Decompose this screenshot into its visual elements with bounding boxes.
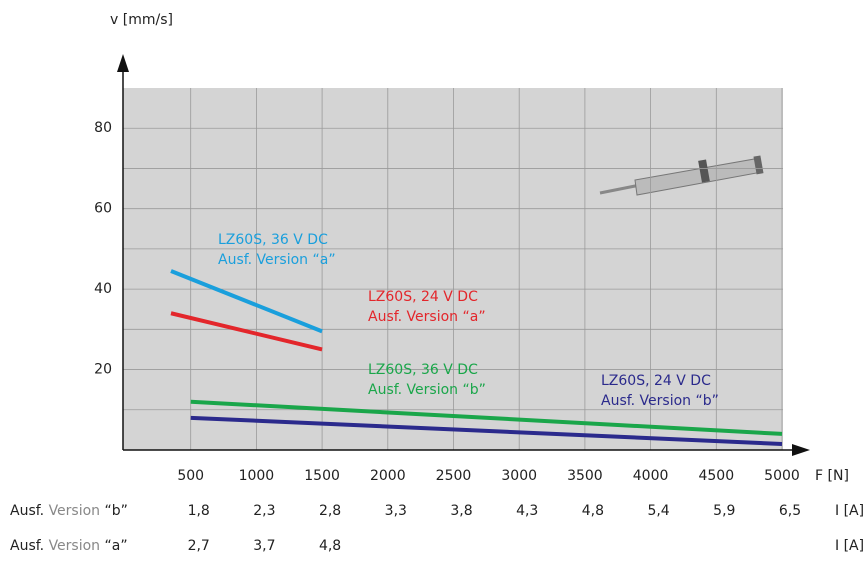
row-label: Ausf. Version “b” bbox=[10, 503, 128, 519]
row-label-part: “a” bbox=[105, 538, 128, 554]
current-unit: I [A] bbox=[835, 538, 864, 554]
row-label-part: Version bbox=[49, 503, 105, 519]
current-unit: I [A] bbox=[835, 503, 864, 519]
x-tick-label: 2500 bbox=[436, 468, 472, 484]
x-tick-label: 1000 bbox=[239, 468, 275, 484]
series-label: LZ60S, 36 V DC bbox=[368, 362, 478, 378]
y-tick-label: 60 bbox=[94, 201, 112, 217]
current-value: 3,8 bbox=[450, 503, 472, 519]
series-label: LZ60S, 36 V DC bbox=[218, 232, 328, 248]
series-label: LZ60S, 24 V DC bbox=[601, 373, 711, 389]
x-tick-label: 3000 bbox=[501, 468, 537, 484]
row-label: Ausf. Version “a” bbox=[10, 538, 128, 554]
x-tick-label: 5000 bbox=[764, 468, 800, 484]
current-value: 5,9 bbox=[713, 503, 735, 519]
series-version: Ausf. Version “a” bbox=[218, 252, 336, 268]
series-version: Ausf. Version “a” bbox=[368, 309, 486, 325]
row-label-part: “b” bbox=[105, 503, 128, 519]
x-arrow bbox=[792, 444, 810, 456]
y-tick-label: 80 bbox=[94, 120, 112, 136]
x-tick-label: 3500 bbox=[567, 468, 603, 484]
current-value: 6,5 bbox=[779, 503, 801, 519]
y-axis-label: v [mm/s] bbox=[110, 12, 173, 28]
y-tick-label: 20 bbox=[94, 362, 112, 378]
y-tick-label: 40 bbox=[94, 281, 112, 297]
row-label-part: Ausf. bbox=[10, 503, 49, 519]
current-value: 1,8 bbox=[188, 503, 210, 519]
row-label-part: Version bbox=[49, 538, 105, 554]
x-axis-label: F [N] bbox=[815, 468, 849, 484]
current-value: 5,4 bbox=[647, 503, 669, 519]
x-tick-label: 2000 bbox=[370, 468, 406, 484]
x-tick-label: 4000 bbox=[633, 468, 669, 484]
current-value: 4,8 bbox=[582, 503, 604, 519]
current-value: 4,8 bbox=[319, 538, 341, 554]
current-value: 2,3 bbox=[253, 503, 275, 519]
current-value: 3,3 bbox=[385, 503, 407, 519]
series-version: Ausf. Version “b” bbox=[601, 393, 719, 409]
current-value: 2,7 bbox=[188, 538, 210, 554]
chart: v [mm/s] F [N] 20 40 60 80 500 1000 1500 2000 25… bbox=[0, 0, 867, 557]
x-tick-label: 4500 bbox=[698, 468, 734, 484]
row-label-part: Ausf. bbox=[10, 538, 49, 554]
y-arrow bbox=[117, 54, 129, 72]
current-value: 3,7 bbox=[253, 538, 275, 554]
series-version: Ausf. Version “b” bbox=[368, 382, 486, 398]
current-value: 2,8 bbox=[319, 503, 341, 519]
series-label: LZ60S, 24 V DC bbox=[368, 289, 478, 305]
current-value: 4,3 bbox=[516, 503, 538, 519]
x-tick-label: 500 bbox=[177, 468, 204, 484]
x-tick-label: 1500 bbox=[304, 468, 340, 484]
